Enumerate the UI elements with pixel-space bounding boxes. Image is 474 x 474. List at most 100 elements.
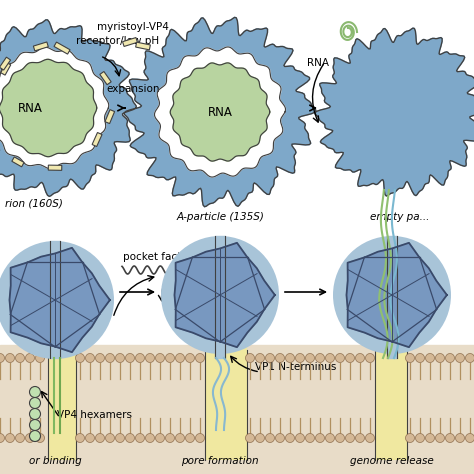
Circle shape [465, 434, 474, 443]
Polygon shape [174, 243, 275, 347]
Polygon shape [0, 59, 97, 157]
Circle shape [165, 354, 174, 363]
Circle shape [146, 434, 155, 443]
Circle shape [356, 434, 365, 443]
Text: genome release: genome release [350, 456, 434, 466]
Polygon shape [33, 42, 48, 51]
Text: or binding: or binding [28, 456, 82, 466]
Circle shape [316, 354, 325, 363]
Circle shape [126, 354, 135, 363]
Circle shape [29, 398, 40, 409]
Circle shape [75, 434, 84, 443]
Circle shape [6, 354, 15, 363]
Text: RNA: RNA [208, 106, 232, 118]
Circle shape [356, 354, 365, 363]
Circle shape [246, 354, 255, 363]
Text: pocket factor: pocket factor [124, 252, 192, 262]
Text: expansion: expansion [106, 84, 160, 94]
Circle shape [285, 354, 294, 363]
Circle shape [316, 434, 325, 443]
Circle shape [346, 354, 355, 363]
Circle shape [416, 354, 425, 363]
Text: RNA: RNA [18, 101, 43, 115]
Circle shape [29, 430, 40, 441]
Circle shape [95, 354, 104, 363]
Circle shape [165, 434, 174, 443]
Text: RNA: RNA [307, 58, 329, 68]
Bar [375, 340, 407, 460]
Polygon shape [48, 165, 62, 170]
Circle shape [0, 434, 4, 443]
Circle shape [155, 354, 164, 363]
Bar [205, 340, 247, 460]
Circle shape [185, 434, 194, 443]
Text: A-particle (135S): A-particle (135S) [176, 212, 264, 222]
Polygon shape [0, 47, 109, 169]
Polygon shape [92, 133, 102, 146]
Circle shape [195, 434, 204, 443]
Polygon shape [50, 241, 60, 358]
Circle shape [446, 434, 455, 443]
Circle shape [365, 434, 374, 443]
Circle shape [446, 354, 455, 363]
Text: pore formation: pore formation [181, 456, 259, 466]
Polygon shape [170, 63, 270, 161]
Circle shape [26, 434, 35, 443]
Circle shape [336, 354, 345, 363]
Circle shape [116, 434, 125, 443]
Circle shape [136, 434, 145, 443]
Polygon shape [0, 20, 137, 196]
Circle shape [95, 434, 104, 443]
Circle shape [346, 434, 355, 443]
Text: receptor/low pH: receptor/low pH [76, 36, 160, 46]
Circle shape [0, 241, 114, 359]
Polygon shape [1, 63, 11, 75]
Circle shape [405, 434, 414, 443]
Circle shape [246, 434, 255, 443]
Circle shape [146, 354, 155, 363]
Circle shape [416, 434, 425, 443]
Circle shape [333, 236, 451, 354]
Polygon shape [124, 18, 316, 207]
Circle shape [436, 434, 445, 443]
Circle shape [155, 434, 164, 443]
Circle shape [29, 409, 40, 419]
Circle shape [465, 354, 474, 363]
Circle shape [436, 354, 445, 363]
Circle shape [75, 354, 84, 363]
Text: VP4 hexamers: VP4 hexamers [57, 410, 132, 420]
Polygon shape [155, 47, 285, 177]
Circle shape [106, 354, 115, 363]
Circle shape [29, 419, 40, 430]
Circle shape [175, 434, 184, 443]
Circle shape [265, 434, 274, 443]
Circle shape [106, 434, 115, 443]
Circle shape [185, 354, 194, 363]
Polygon shape [123, 37, 137, 46]
Circle shape [275, 354, 284, 363]
Circle shape [306, 434, 315, 443]
Polygon shape [315, 28, 474, 196]
Circle shape [336, 434, 345, 443]
Circle shape [175, 354, 184, 363]
Text: VP1 N-terminus: VP1 N-terminus [255, 362, 337, 372]
Circle shape [285, 434, 294, 443]
Circle shape [36, 434, 45, 443]
Circle shape [326, 354, 335, 363]
Circle shape [405, 354, 414, 363]
Circle shape [16, 354, 25, 363]
Circle shape [161, 236, 279, 354]
Circle shape [116, 354, 125, 363]
Circle shape [0, 354, 4, 363]
Polygon shape [387, 236, 397, 358]
Polygon shape [100, 72, 111, 85]
Circle shape [255, 434, 264, 443]
Circle shape [16, 434, 25, 443]
Text: rion (160S): rion (160S) [5, 198, 63, 208]
Circle shape [136, 354, 145, 363]
Circle shape [85, 354, 94, 363]
Polygon shape [215, 236, 225, 358]
Circle shape [26, 354, 35, 363]
Polygon shape [54, 42, 70, 54]
Circle shape [426, 354, 435, 363]
